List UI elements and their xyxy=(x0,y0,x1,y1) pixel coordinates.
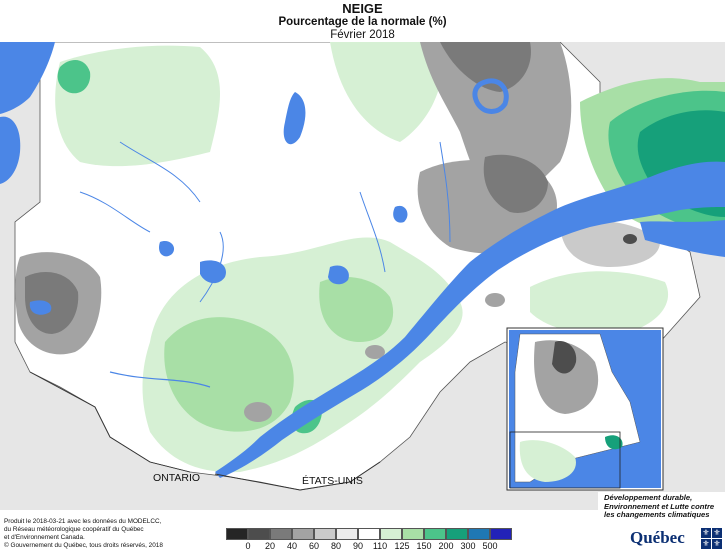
fleur-de-lis-icon: ⚜ xyxy=(712,528,722,538)
legend-swatch xyxy=(248,528,270,540)
credits-line-2: du Réseau météorologique coopératif du Q… xyxy=(4,526,144,533)
lakes-west xyxy=(29,300,52,315)
label-usa: ÉTATS-UNIS xyxy=(302,475,363,487)
legend-swatch xyxy=(424,528,446,540)
map-title: NEIGE xyxy=(342,1,383,16)
legend-tick-label: 150 xyxy=(416,541,432,551)
st-lawrence-estuary xyxy=(215,161,725,478)
legend-tick-label: 20 xyxy=(264,541,276,551)
ministry-name: Développement durable, Environnement et … xyxy=(604,493,715,519)
zone-deficit-spot-south xyxy=(244,402,272,422)
lac-saint-jean xyxy=(328,265,349,285)
legend-tick-label: 110 xyxy=(372,541,388,551)
great-lakes xyxy=(150,480,250,510)
legend-swatch xyxy=(468,528,490,540)
legend-swatch xyxy=(490,528,512,540)
inset-map xyxy=(506,327,664,491)
ontario-border xyxy=(29,371,191,473)
zone-deficit-center-core xyxy=(483,154,548,213)
map-period: Février 2018 xyxy=(330,29,395,41)
fleur-de-lis-icon: ⚜ xyxy=(701,528,711,538)
zone-110-125-coast xyxy=(530,271,669,334)
legend-tick-label: 200 xyxy=(438,541,454,551)
zone-deficit-spot-east xyxy=(365,345,385,359)
zone-deficit-west-core xyxy=(25,272,79,334)
legend-tick-label: 60 xyxy=(308,541,320,551)
lake-mistassini xyxy=(283,92,306,145)
legend-swatch xyxy=(380,528,402,540)
zone-125-150-east xyxy=(319,277,394,342)
usa-border xyxy=(214,461,381,491)
hudson-bay-edge xyxy=(0,42,55,114)
legend-tick-label: 40 xyxy=(286,541,298,551)
legend-swatch xyxy=(270,528,292,540)
ministry-logo: Développement durable, Environnement et … xyxy=(598,492,725,552)
reservoirs-center xyxy=(159,205,408,284)
credits-line-3: et d'Environnement Canada. xyxy=(4,534,85,541)
zone-80-90-gaspe xyxy=(560,220,660,267)
zone-deficit-north-core xyxy=(440,42,531,92)
fleur-de-lis-icon: ⚜ xyxy=(701,539,711,549)
credits: Produit le 2018-03-21 avec les données d… xyxy=(4,518,161,542)
fleur-de-lis-icon: ⚜ xyxy=(712,539,722,549)
river-outaouais xyxy=(109,371,211,388)
legend-swatch xyxy=(336,528,358,540)
legend: 0 20 40 60 80 90 110 125 150 200 300 500 xyxy=(226,528,512,552)
credits-line-1: Produit le 2018-03-21 avec les données d… xyxy=(4,518,162,525)
legend-tick-label: 300 xyxy=(460,541,476,551)
map-subtitle: Pourcentage de la normale (%) xyxy=(278,16,447,28)
legend-tick-label: 90 xyxy=(352,541,364,551)
snow-percentage-map xyxy=(0,42,725,510)
legend-swatch xyxy=(292,528,314,540)
legend-swatch xyxy=(358,528,380,540)
zone-110-125-ne xyxy=(330,42,443,142)
gulf-bays xyxy=(640,220,725,257)
legend-tick-label: 80 xyxy=(330,541,342,551)
reservoir-manicouagan xyxy=(472,78,509,114)
quebec-wordmark: Québec xyxy=(630,528,685,547)
copyright: © Gouvernement du Québec, tous droits ré… xyxy=(4,542,163,549)
james-bay xyxy=(0,116,21,184)
legend-swatch xyxy=(226,528,248,540)
legend-tick-label: 125 xyxy=(394,541,410,551)
legend-swatch xyxy=(402,528,424,540)
zone-deficit-spot-gaspe xyxy=(623,234,637,244)
zone-110-125-north xyxy=(55,45,221,167)
label-ontario: ONTARIO xyxy=(153,472,201,484)
legend-tick-label: 500 xyxy=(482,541,498,551)
legend-swatch xyxy=(314,528,336,540)
zone-150-200-north xyxy=(57,60,91,94)
legend-swatch xyxy=(446,528,468,540)
legend-tick-label: 0 xyxy=(245,541,251,551)
zone-deficit-spot-se xyxy=(485,293,505,307)
